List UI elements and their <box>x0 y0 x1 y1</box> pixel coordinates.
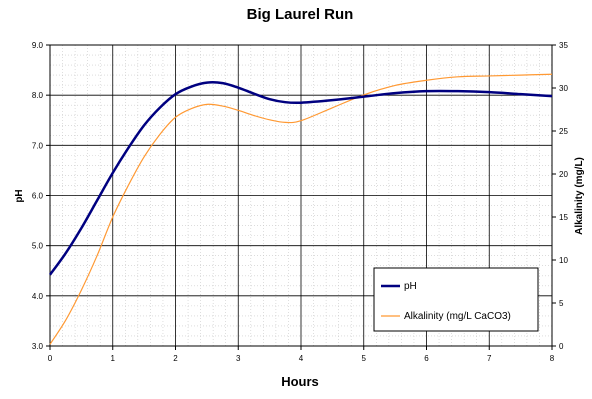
x-tick-label: 8 <box>550 354 555 363</box>
left-tick-label: 9.0 <box>32 41 44 50</box>
x-tick-label: 0 <box>48 354 53 363</box>
right-tick-label: 10 <box>559 256 568 265</box>
series-ph-line <box>48 81 553 276</box>
x-axis-label: Hours <box>281 374 319 389</box>
x-axis-ticks: 0 1 2 3 4 5 6 7 8 <box>48 346 555 363</box>
right-tick-label: 35 <box>559 41 568 50</box>
x-tick-label: 3 <box>236 354 241 363</box>
right-tick-label: 15 <box>559 213 568 222</box>
right-tick-label: 30 <box>559 84 568 93</box>
right-axis-ticks: 0 5 10 15 20 25 30 35 <box>552 41 568 351</box>
right-tick-label: 25 <box>559 127 568 136</box>
series-alkalinity-line <box>49 73 553 345</box>
left-tick-label: 7.0 <box>32 141 44 150</box>
right-tick-label: 0 <box>559 342 564 351</box>
x-tick-label: 4 <box>299 354 304 363</box>
series-layer <box>48 73 553 345</box>
x-tick-label: 7 <box>487 354 492 363</box>
left-tick-label: 4.0 <box>32 292 44 301</box>
chart-title: Big Laurel Run <box>247 6 354 23</box>
right-tick-label: 5 <box>559 299 564 308</box>
left-tick-label: 5.0 <box>32 242 44 251</box>
legend-label-ph: pH <box>404 281 417 292</box>
left-tick-label: 3.0 <box>32 342 44 351</box>
legend: pH Alkalinity (mg/L CaCO3) <box>373 267 539 332</box>
legend-box <box>373 267 539 332</box>
legend-label-alkalinity: Alkalinity (mg/L CaCO3) <box>404 311 511 322</box>
y-axis-right-label: Alkalinity (mg/L) <box>574 157 585 235</box>
left-axis-ticks: 3.0 4.0 5.0 6.0 7.0 8.0 9.0 <box>32 41 50 351</box>
x-tick-label: 5 <box>362 354 367 363</box>
x-tick-label: 1 <box>111 354 116 363</box>
x-tick-label: 2 <box>173 354 178 363</box>
x-tick-label: 6 <box>424 354 429 363</box>
y-axis-left-label: pH <box>14 189 25 202</box>
left-tick-label: 8.0 <box>32 91 44 100</box>
left-tick-label: 6.0 <box>32 192 44 201</box>
right-tick-label: 20 <box>559 170 568 179</box>
